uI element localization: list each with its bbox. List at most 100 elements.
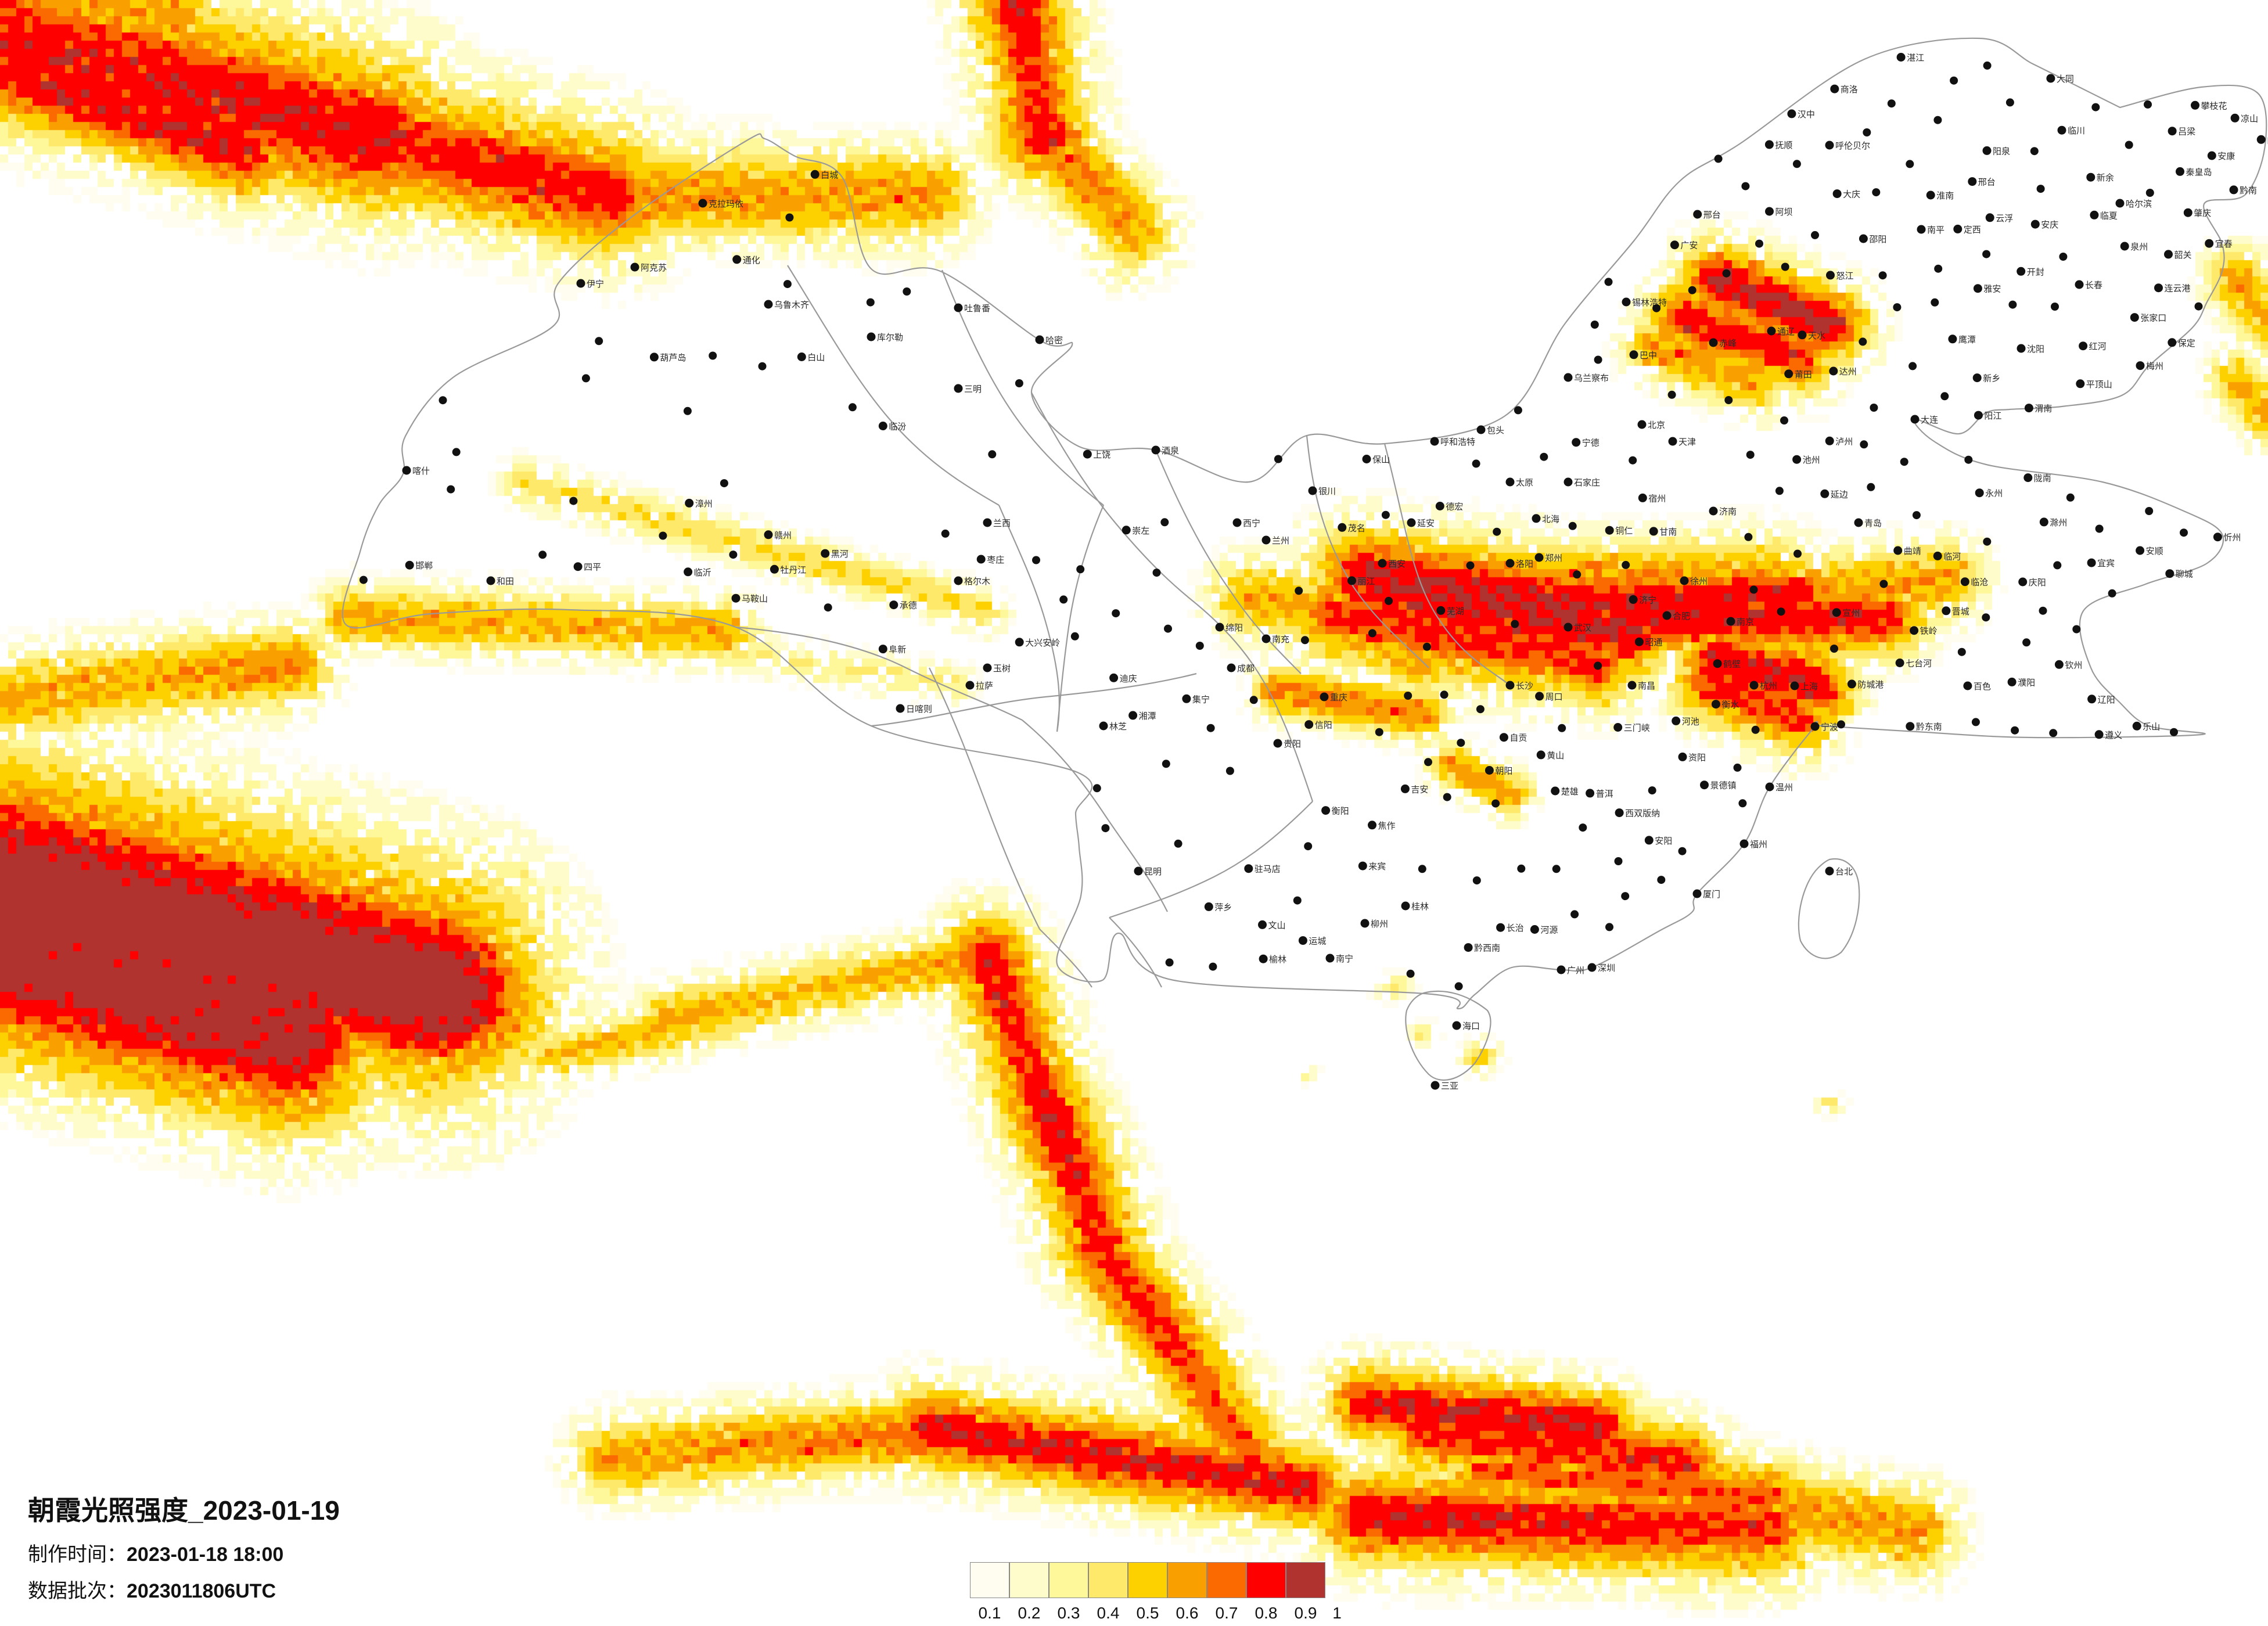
svg-text:石家庄: 石家庄	[1574, 477, 1600, 488]
svg-text:南昌: 南昌	[1638, 681, 1655, 691]
svg-text:开封: 开封	[2027, 267, 2044, 277]
svg-text:延边: 延边	[1831, 490, 1848, 499]
svg-text:七台河: 七台河	[1906, 659, 1932, 669]
svg-text:防城港: 防城港	[1857, 680, 1884, 690]
svg-text:阜新: 阜新	[889, 645, 906, 655]
svg-text:宁德: 宁德	[1582, 438, 1600, 448]
svg-text:景德镇: 景德镇	[1710, 780, 1737, 791]
svg-text:文山: 文山	[1268, 920, 1286, 930]
svg-text:兰西: 兰西	[993, 519, 1011, 528]
svg-text:乐山: 乐山	[2143, 722, 2160, 732]
svg-text:赣州: 赣州	[774, 531, 792, 541]
svg-text:楚雄: 楚雄	[1561, 787, 1579, 797]
svg-text:凉山: 凉山	[2241, 114, 2258, 124]
svg-text:运城: 运城	[1309, 937, 1326, 947]
svg-text:濮阳: 濮阳	[2018, 678, 2035, 688]
svg-text:攀枝花: 攀枝花	[2201, 101, 2227, 111]
svg-text:德宏: 德宏	[1446, 502, 1463, 512]
svg-text:钦州: 钦州	[2065, 660, 2082, 670]
svg-text:宜宾: 宜宾	[2097, 559, 2115, 569]
svg-text:资阳: 资阳	[1688, 753, 1706, 762]
svg-text:漳州: 漳州	[695, 498, 713, 509]
svg-text:汉中: 汉中	[1798, 110, 1815, 120]
svg-text:白山: 白山	[807, 353, 825, 363]
svg-text:黄山: 黄山	[1547, 751, 1564, 761]
svg-text:西安: 西安	[1388, 559, 1406, 569]
svg-text:邯郸: 邯郸	[415, 561, 433, 571]
svg-text:永州: 永州	[1985, 489, 2003, 499]
svg-text:临沂: 临沂	[694, 568, 711, 578]
svg-text:榆林: 榆林	[1269, 955, 1286, 965]
svg-text:马鞍山: 马鞍山	[742, 594, 768, 604]
svg-text:通化: 通化	[743, 256, 760, 265]
svg-text:保山: 保山	[1372, 455, 1390, 465]
svg-text:抚顺: 抚顺	[1775, 141, 1792, 150]
svg-text:庆阳: 庆阳	[2029, 578, 2046, 588]
svg-text:河源: 河源	[1540, 926, 1558, 936]
svg-text:乌兰察布: 乌兰察布	[1574, 373, 1609, 383]
svg-text:杭州: 杭州	[1760, 681, 1777, 691]
svg-text:沈阳: 沈阳	[2027, 344, 2044, 354]
svg-text:广州: 广州	[1567, 966, 1584, 976]
svg-text:临夏: 临夏	[2100, 211, 2118, 221]
svg-text:泉州: 泉州	[2130, 242, 2148, 252]
svg-text:宿州: 宿州	[1648, 494, 1666, 503]
svg-text:鹰潭: 鹰潭	[1958, 335, 1976, 345]
svg-text:绵阳: 绵阳	[1225, 623, 1243, 633]
svg-text:黑河: 黑河	[831, 549, 849, 559]
svg-text:合肥: 合肥	[1673, 611, 1690, 621]
svg-text:南充: 南充	[1272, 635, 1289, 645]
svg-text:温州: 温州	[1775, 783, 1793, 793]
svg-text:延安: 延安	[1417, 519, 1435, 528]
svg-text:驻马店: 驻马店	[1255, 865, 1281, 875]
svg-text:大庆: 大庆	[1843, 190, 1860, 200]
svg-text:洛阳: 洛阳	[1516, 559, 1533, 569]
svg-text:鹤壁: 鹤壁	[1723, 660, 1741, 670]
svg-text:安康: 安康	[2217, 152, 2235, 161]
svg-text:张家口: 张家口	[2140, 314, 2166, 323]
svg-text:玉树: 玉树	[993, 664, 1011, 674]
svg-text:哈尔滨: 哈尔滨	[2126, 199, 2152, 209]
svg-text:河池: 河池	[1682, 717, 1699, 726]
svg-text:大同: 大同	[2057, 74, 2074, 84]
svg-text:焦作: 焦作	[1378, 821, 1396, 831]
svg-text:郑州: 郑州	[1545, 553, 1562, 563]
svg-text:临川: 临川	[2068, 126, 2085, 136]
svg-text:朝阳: 朝阳	[1495, 767, 1512, 776]
svg-text:安顺: 安顺	[2146, 546, 2163, 556]
svg-text:衡阳: 衡阳	[1332, 807, 1349, 816]
svg-text:库尔勒: 库尔勒	[877, 333, 903, 343]
svg-text:遵义: 遵义	[2105, 730, 2122, 740]
svg-text:滁州: 滁州	[2050, 518, 2067, 528]
svg-text:克拉玛依: 克拉玛依	[709, 199, 743, 209]
svg-text:晋城: 晋城	[1952, 607, 1969, 617]
svg-text:四平: 四平	[584, 563, 601, 573]
svg-text:临汾: 临汾	[889, 422, 906, 432]
svg-text:宜春: 宜春	[2215, 239, 2233, 249]
svg-text:济南: 济南	[1719, 507, 1737, 517]
svg-text:普洱: 普洱	[1596, 789, 1613, 799]
svg-text:连云港: 连云港	[2165, 284, 2191, 294]
svg-text:上饶: 上饶	[1093, 450, 1110, 460]
svg-text:三门峡: 三门峡	[1624, 724, 1650, 733]
svg-text:陇南: 陇南	[2034, 474, 2051, 484]
svg-text:上海: 上海	[1800, 682, 1818, 692]
svg-text:长春: 长春	[2085, 280, 2102, 290]
svg-text:曲靖: 曲靖	[1904, 546, 1921, 556]
svg-text:三亚: 三亚	[1441, 1081, 1458, 1091]
svg-text:怒江: 怒江	[1836, 271, 1854, 281]
svg-text:邢台: 邢台	[1978, 178, 1996, 188]
svg-text:池州: 池州	[1803, 455, 1820, 465]
svg-text:肇庆: 肇庆	[2194, 208, 2211, 218]
svg-text:红河: 红河	[2089, 342, 2107, 352]
svg-text:长治: 长治	[1507, 923, 1524, 933]
svg-text:吉安: 吉安	[1411, 785, 1428, 794]
svg-text:崇左: 崇左	[1132, 526, 1149, 536]
svg-text:天水: 天水	[1808, 331, 1825, 341]
svg-text:济宁: 济宁	[1639, 595, 1656, 605]
svg-text:拉萨: 拉萨	[976, 681, 993, 691]
svg-text:贵阳: 贵阳	[1284, 739, 1301, 749]
svg-text:萍乡: 萍乡	[1214, 902, 1232, 912]
svg-text:阳泉: 阳泉	[1993, 146, 2010, 156]
svg-text:云浮: 云浮	[1996, 214, 2013, 224]
